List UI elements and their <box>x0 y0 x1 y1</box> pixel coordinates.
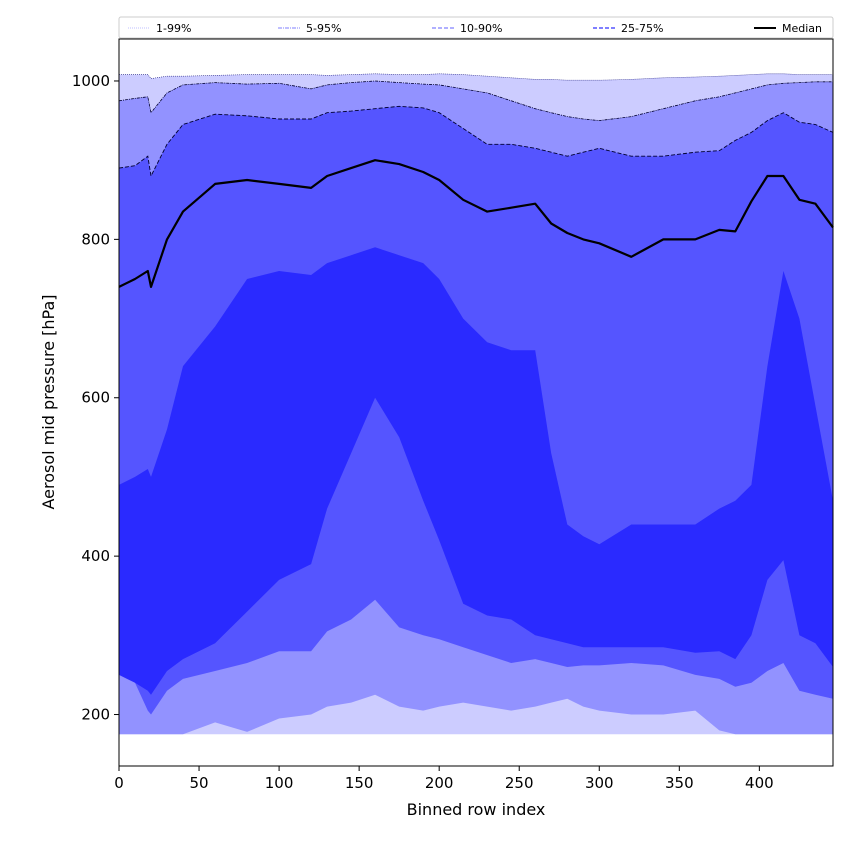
y-tick-label: 1000 <box>72 72 110 90</box>
legend-box <box>118 16 834 39</box>
legend-label: Median <box>782 22 822 35</box>
axes: 0 50 100 150 200 250 300 350 400 200 400 600 800 1000 <box>72 38 834 792</box>
x-axis-label: Binned row index <box>407 800 546 819</box>
percentile-bands <box>119 73 833 735</box>
median-line <box>118 159 834 288</box>
line-p99 <box>119 73 833 81</box>
y-tick-label: 400 <box>81 547 110 565</box>
x-tick-label: 50 <box>189 774 208 792</box>
x-tick-label: 300 <box>585 774 614 792</box>
y-tick-label: 800 <box>81 230 110 248</box>
x-tick-label: 350 <box>665 774 694 792</box>
y-axis-label: Aerosol mid pressure [hPa] <box>39 294 58 509</box>
legend-label: 5-95% <box>306 22 341 35</box>
legend-label: 1-99% <box>156 22 191 35</box>
x-tick-label: 150 <box>345 774 374 792</box>
line-p95 <box>118 80 833 122</box>
legend: 1-99% 5-95% 10-90% 25-75% Median <box>118 16 834 39</box>
legend-label: 10-90% <box>460 22 502 35</box>
band-25-75 <box>119 247 833 695</box>
y-tick-label: 200 <box>81 706 110 724</box>
percentile-lines <box>118 73 834 288</box>
line-p90 <box>118 105 834 178</box>
x-tick-label: 0 <box>114 774 124 792</box>
y-tick-label: 600 <box>81 389 110 407</box>
x-tick-label: 200 <box>425 774 454 792</box>
x-tick-label: 250 <box>505 774 534 792</box>
plot-frame <box>118 38 834 767</box>
x-tick-label: 400 <box>745 774 774 792</box>
legend-label: 25-75% <box>621 22 663 35</box>
x-tick-label: 100 <box>265 774 294 792</box>
